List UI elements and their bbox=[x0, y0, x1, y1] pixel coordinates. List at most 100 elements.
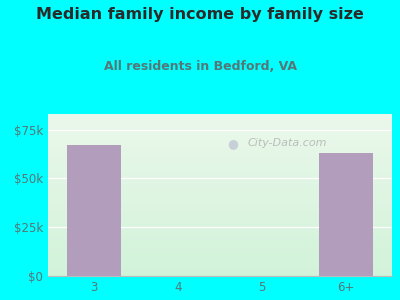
Bar bbox=[48, 137, 392, 138]
Bar bbox=[48, 211, 392, 213]
Bar bbox=[48, 146, 392, 148]
Bar bbox=[48, 153, 392, 154]
Bar bbox=[48, 237, 392, 239]
Bar bbox=[48, 231, 392, 232]
Bar bbox=[48, 151, 392, 153]
Bar bbox=[48, 148, 392, 150]
Bar bbox=[48, 161, 392, 163]
Bar bbox=[48, 198, 392, 200]
Bar bbox=[48, 232, 392, 234]
Bar bbox=[48, 265, 392, 266]
Bar bbox=[48, 273, 392, 274]
Bar bbox=[48, 124, 392, 125]
Bar bbox=[48, 250, 392, 252]
Bar bbox=[48, 119, 392, 121]
Bar bbox=[48, 260, 392, 261]
Bar bbox=[48, 200, 392, 202]
Bar bbox=[48, 182, 392, 184]
Bar bbox=[48, 223, 392, 224]
Bar bbox=[48, 258, 392, 260]
Bar bbox=[48, 226, 392, 227]
Bar bbox=[48, 269, 392, 271]
Bar bbox=[48, 130, 392, 132]
Bar bbox=[48, 125, 392, 127]
Bar bbox=[48, 247, 392, 248]
Bar bbox=[48, 194, 392, 195]
Bar bbox=[48, 127, 392, 129]
Bar bbox=[48, 163, 392, 164]
Bar bbox=[48, 135, 392, 137]
Bar bbox=[48, 117, 392, 119]
Bar bbox=[48, 154, 392, 156]
Bar bbox=[48, 169, 392, 171]
Bar bbox=[48, 114, 392, 116]
Bar bbox=[48, 180, 392, 182]
Bar bbox=[48, 158, 392, 159]
Bar bbox=[48, 221, 392, 223]
Bar bbox=[48, 271, 392, 273]
Bar bbox=[48, 210, 392, 211]
Bar bbox=[48, 134, 392, 135]
Bar bbox=[48, 274, 392, 276]
Bar bbox=[48, 224, 392, 226]
Bar bbox=[48, 116, 392, 117]
Text: City-Data.com: City-Data.com bbox=[248, 138, 327, 148]
Bar bbox=[48, 187, 392, 188]
Bar bbox=[48, 252, 392, 253]
Bar bbox=[48, 242, 392, 244]
Bar bbox=[48, 179, 392, 180]
Bar bbox=[48, 167, 392, 169]
Bar bbox=[48, 121, 392, 122]
Bar bbox=[48, 195, 392, 196]
Bar bbox=[48, 140, 392, 142]
Bar bbox=[48, 219, 392, 221]
Bar bbox=[48, 192, 392, 194]
Bar bbox=[48, 166, 392, 167]
Bar bbox=[48, 245, 392, 247]
Bar bbox=[48, 263, 392, 265]
Bar bbox=[48, 248, 392, 250]
Bar bbox=[48, 143, 392, 145]
Bar bbox=[48, 234, 392, 236]
Bar bbox=[48, 214, 392, 216]
Text: All residents in Bedford, VA: All residents in Bedford, VA bbox=[104, 60, 296, 73]
Bar bbox=[48, 208, 392, 210]
Bar bbox=[48, 159, 392, 161]
Bar bbox=[48, 176, 392, 177]
Bar bbox=[48, 177, 392, 179]
Bar bbox=[48, 227, 392, 229]
Bar bbox=[48, 188, 392, 190]
Bar bbox=[48, 206, 392, 208]
Bar bbox=[48, 268, 392, 269]
Bar bbox=[48, 150, 392, 151]
Bar bbox=[48, 174, 392, 176]
Bar bbox=[48, 142, 392, 143]
Bar bbox=[318, 153, 373, 276]
Bar bbox=[48, 171, 392, 172]
Bar bbox=[48, 172, 392, 174]
Text: ●: ● bbox=[227, 137, 238, 150]
Bar bbox=[48, 202, 392, 203]
Bar bbox=[48, 266, 392, 268]
Bar bbox=[48, 190, 392, 192]
Bar bbox=[48, 261, 392, 263]
Bar bbox=[48, 256, 392, 258]
Bar bbox=[48, 138, 392, 140]
Bar bbox=[48, 184, 392, 185]
Text: Median family income by family size: Median family income by family size bbox=[36, 8, 364, 22]
Bar bbox=[48, 236, 392, 237]
Bar bbox=[48, 239, 392, 240]
Bar bbox=[48, 145, 392, 146]
Bar bbox=[48, 156, 392, 158]
Bar bbox=[48, 122, 392, 124]
Bar bbox=[48, 240, 392, 242]
Bar bbox=[48, 205, 392, 206]
Bar bbox=[48, 164, 392, 166]
Bar bbox=[48, 218, 392, 219]
Bar bbox=[48, 203, 392, 205]
Bar bbox=[48, 229, 392, 231]
Bar bbox=[67, 145, 122, 276]
Bar bbox=[48, 129, 392, 130]
Bar bbox=[48, 196, 392, 198]
Bar bbox=[48, 185, 392, 187]
